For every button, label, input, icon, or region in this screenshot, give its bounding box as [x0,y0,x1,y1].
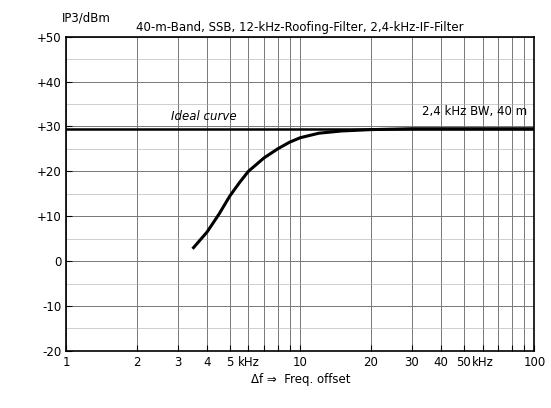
Text: 2,4 kHz BW, 40 m: 2,4 kHz BW, 40 m [422,105,527,118]
X-axis label: Δf ⇒  Freq. offset: Δf ⇒ Freq. offset [251,373,350,386]
Text: IP3/dBm: IP3/dBm [62,11,110,24]
Title: 40-m-Band, SSB, 12-kHz-Roofing-Filter, 2,4-kHz-IF-Filter: 40-m-Band, SSB, 12-kHz-Roofing-Filter, 2… [137,21,464,34]
Text: Ideal curve: Ideal curve [171,110,236,123]
